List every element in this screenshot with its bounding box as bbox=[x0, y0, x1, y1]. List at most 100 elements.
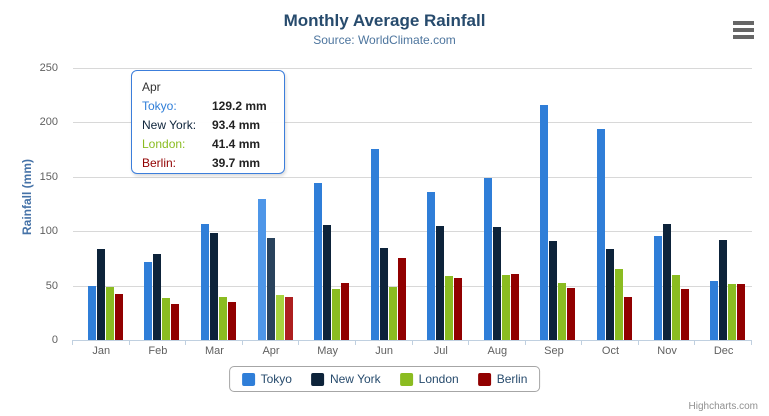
tooltip: Apr Tokyo: 129.2 mm New York: 93.4 mm London… bbox=[131, 70, 285, 174]
bar-new-york-dec[interactable] bbox=[719, 239, 728, 340]
bar-berlin-mar[interactable] bbox=[227, 302, 236, 340]
x-axis-tick bbox=[411, 340, 413, 345]
bar-tokyo-jul[interactable] bbox=[427, 192, 436, 340]
bar-london-feb[interactable] bbox=[162, 297, 171, 340]
bar-tokyo-mar[interactable] bbox=[200, 224, 209, 340]
y-axis-label-50: 50 bbox=[45, 279, 58, 292]
bar-tokyo-nov[interactable] bbox=[653, 236, 662, 340]
x-axis-tick bbox=[468, 340, 470, 345]
tooltip-rows: Tokyo: 129.2 mm New York: 93.4 mm London: 41.… bbox=[142, 97, 274, 173]
y-axis-label-250: 250 bbox=[39, 62, 58, 74]
bar-london-jan[interactable] bbox=[105, 286, 114, 340]
bar-london-sep[interactable] bbox=[558, 283, 567, 340]
y-axis-label-200: 200 bbox=[39, 116, 58, 129]
tooltip-series-value: 93.4 mm bbox=[212, 118, 261, 132]
legend-item-tokyo[interactable]: Tokyo bbox=[241, 372, 292, 386]
bar-tokyo-apr[interactable] bbox=[257, 199, 266, 340]
bar-berlin-jan[interactable] bbox=[114, 293, 123, 340]
bar-new-york-jul[interactable] bbox=[436, 225, 445, 340]
export-menu-button[interactable] bbox=[733, 21, 754, 39]
plot-area bbox=[72, 68, 752, 345]
x-axis-label-nov: Nov bbox=[657, 345, 677, 357]
bar-berlin-oct[interactable] bbox=[623, 297, 632, 340]
x-axis-label-mar: Mar bbox=[204, 345, 224, 357]
x-axis-label-aug: Aug bbox=[487, 345, 508, 357]
gridline-250 bbox=[73, 68, 752, 69]
x-axis-label-feb: Feb bbox=[148, 345, 168, 357]
bar-tokyo-jan[interactable] bbox=[87, 285, 96, 340]
legend-item-berlin[interactable]: Berlin bbox=[477, 372, 528, 386]
legend-symbol-icon bbox=[477, 372, 491, 386]
bar-berlin-may[interactable] bbox=[341, 282, 350, 340]
bar-berlin-dec[interactable] bbox=[737, 284, 746, 340]
hamburger-icon bbox=[733, 21, 754, 25]
x-axis-tick bbox=[185, 340, 187, 345]
bar-new-york-jan[interactable] bbox=[96, 249, 105, 340]
bar-london-jun[interactable] bbox=[388, 287, 397, 340]
legend-item-london[interactable]: London bbox=[399, 372, 459, 386]
gridline-100 bbox=[73, 231, 752, 233]
bar-berlin-feb[interactable] bbox=[171, 303, 180, 340]
bar-london-aug[interactable] bbox=[501, 275, 510, 340]
hamburger-icon bbox=[733, 28, 754, 32]
hamburger-icon bbox=[733, 35, 754, 39]
bar-new-york-oct[interactable] bbox=[605, 249, 614, 340]
bar-new-york-jun[interactable] bbox=[379, 248, 388, 340]
bar-berlin-aug[interactable] bbox=[510, 274, 519, 340]
bar-london-oct[interactable] bbox=[614, 269, 623, 340]
bar-tokyo-jun[interactable] bbox=[370, 148, 379, 340]
x-axis-label-may: May bbox=[317, 345, 338, 357]
bar-tokyo-sep[interactable] bbox=[540, 104, 549, 340]
x-axis-label-apr: Apr bbox=[262, 345, 280, 357]
bar-new-york-mar[interactable] bbox=[209, 232, 218, 340]
gridline-50 bbox=[73, 285, 752, 287]
bar-tokyo-oct[interactable] bbox=[596, 128, 605, 340]
bar-groups bbox=[73, 68, 752, 340]
bar-berlin-apr[interactable] bbox=[284, 296, 293, 340]
bar-tokyo-dec[interactable] bbox=[710, 280, 719, 340]
bar-group-aug bbox=[469, 68, 526, 340]
x-axis-label-jan: Jan bbox=[92, 345, 111, 357]
bar-berlin-jun[interactable] bbox=[397, 257, 406, 340]
x-axis-label-dec: Dec bbox=[713, 345, 734, 357]
legend-label: Tokyo bbox=[260, 372, 292, 386]
legend-label: London bbox=[418, 372, 459, 386]
bar-group-may bbox=[299, 68, 356, 340]
bar-london-may[interactable] bbox=[332, 288, 341, 340]
bar-new-york-aug[interactable] bbox=[492, 226, 501, 340]
bar-london-jul[interactable] bbox=[445, 275, 454, 340]
x-axis-tick bbox=[524, 340, 526, 345]
bar-new-york-may[interactable] bbox=[323, 224, 332, 340]
bar-new-york-feb[interactable] bbox=[153, 254, 162, 340]
tooltip-series-value: 41.4 mm bbox=[212, 137, 261, 151]
bar-london-nov[interactable] bbox=[671, 275, 680, 340]
bar-london-mar[interactable] bbox=[218, 297, 227, 340]
bar-berlin-jul[interactable] bbox=[454, 277, 463, 340]
legend-label: New York bbox=[329, 372, 381, 386]
tooltip-series-value: 39.7 mm bbox=[212, 156, 261, 170]
legend-symbol-icon bbox=[241, 372, 255, 386]
chart-title: Monthly Average Rainfall bbox=[283, 11, 486, 30]
tooltip-series-value: 129.2 mm bbox=[212, 99, 267, 113]
legend-symbol-icon bbox=[310, 372, 324, 386]
bar-berlin-nov[interactable] bbox=[680, 289, 689, 340]
bar-new-york-nov[interactable] bbox=[662, 224, 671, 340]
bar-tokyo-aug[interactable] bbox=[483, 178, 492, 340]
bar-new-york-sep[interactable] bbox=[549, 240, 558, 340]
x-axis-label-sep: Sep bbox=[544, 345, 564, 357]
tooltip-series-label: Berlin: bbox=[142, 156, 177, 170]
credits-link[interactable]: Highcharts.com bbox=[688, 401, 758, 412]
legend-symbol-icon bbox=[399, 372, 413, 386]
bar-tokyo-may[interactable] bbox=[314, 183, 323, 340]
x-axis-label-jul: Jul bbox=[433, 345, 448, 357]
legend-label: Berlin bbox=[496, 372, 528, 386]
bar-berlin-sep[interactable] bbox=[567, 288, 576, 340]
x-axis-label-jun: Jun bbox=[375, 345, 394, 357]
bar-london-dec[interactable] bbox=[728, 284, 737, 340]
bar-tokyo-feb[interactable] bbox=[144, 262, 153, 340]
legend-item-new-york[interactable]: New York bbox=[310, 372, 381, 386]
bar-london-apr[interactable] bbox=[275, 294, 284, 340]
bar-new-york-apr[interactable] bbox=[266, 238, 275, 340]
chart-subtitle: Source: WorldClimate.com bbox=[313, 33, 456, 47]
tooltip-series-label: Tokyo: bbox=[142, 99, 177, 113]
